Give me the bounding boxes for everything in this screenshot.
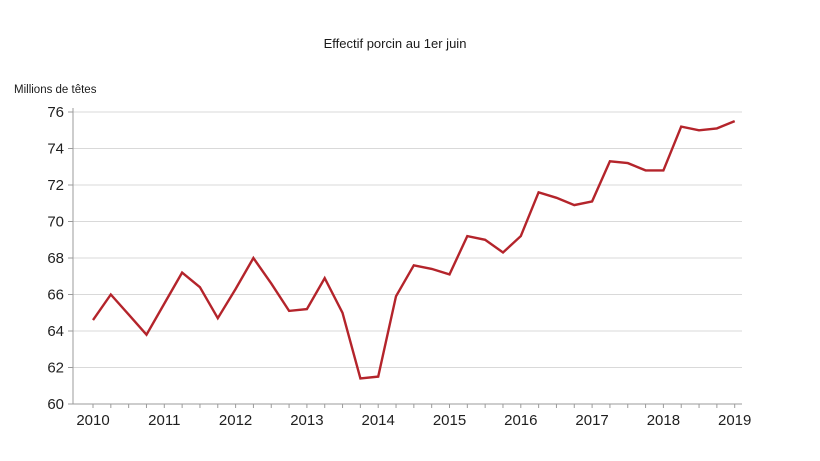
y-tick-label: 70 xyxy=(47,214,64,231)
x-tick-label: 2018 xyxy=(647,412,680,429)
y-tick-label: 68 xyxy=(47,250,64,267)
x-tick-label: 2012 xyxy=(219,412,252,429)
y-tick-label: 74 xyxy=(47,141,64,158)
y-tick-label: 76 xyxy=(47,104,64,121)
y-tick-label: 62 xyxy=(47,360,64,377)
chart-title: Effectif porcin au 1er juin xyxy=(323,36,467,51)
data-series-line xyxy=(92,119,736,380)
x-tick-label: 2011 xyxy=(148,412,180,429)
x-tick-label: 2015 xyxy=(433,412,466,429)
x-tick-label: 2010 xyxy=(76,412,109,429)
y-tick-label: 64 xyxy=(47,323,64,340)
x-tick-label: 2017 xyxy=(575,412,608,429)
y-tick-label: 72 xyxy=(47,177,64,194)
x-tick-label: 2013 xyxy=(290,412,323,429)
y-axis-unit-label: Millions de têtes xyxy=(14,84,97,96)
y-tick-label: 66 xyxy=(47,287,64,304)
x-tick-label: 2019 xyxy=(718,412,751,429)
x-tick-label: 2016 xyxy=(504,412,537,429)
y-tick-label: 60 xyxy=(47,396,64,413)
x-tick-label: 2014 xyxy=(362,412,395,429)
